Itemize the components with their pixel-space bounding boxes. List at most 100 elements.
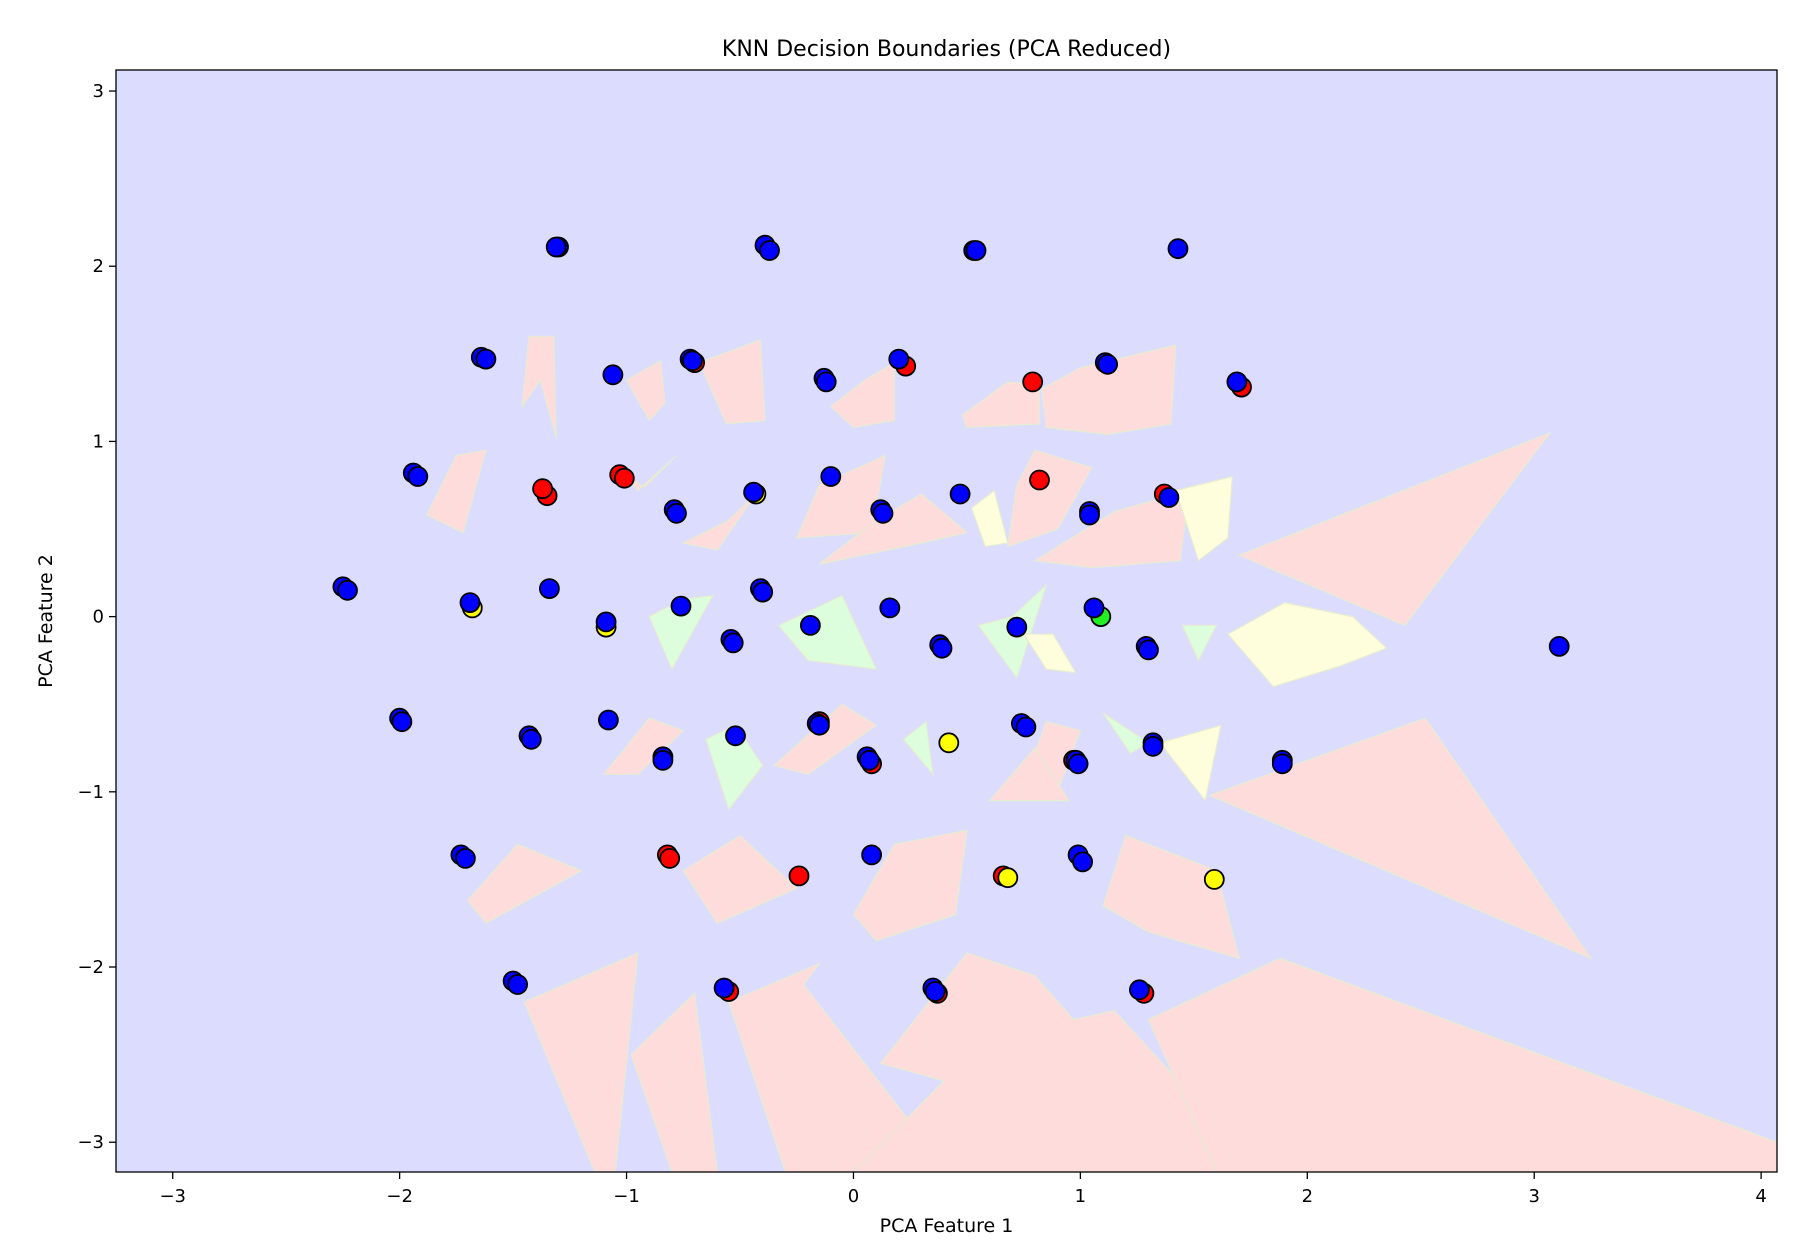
- x-tick-label: 1: [1075, 1186, 1086, 1207]
- data-point-blue: [1129, 979, 1150, 1001]
- data-point-blue: [759, 240, 780, 261]
- data-point-blue: [713, 977, 735, 999]
- decision-region-yellow: [1158, 724, 1222, 802]
- decision-region-red: [988, 747, 1071, 802]
- x-tick-label: 2: [1302, 1186, 1313, 1207]
- y-tick-label: −1: [77, 782, 104, 803]
- data-point-yellow: [997, 867, 1019, 889]
- decision-region-red: [829, 361, 895, 429]
- data-point-blue: [1067, 753, 1089, 775]
- x-tick-label: −3: [159, 1186, 186, 1207]
- data-point-blue: [545, 236, 567, 258]
- data-point-yellow: [938, 732, 960, 754]
- data-point-blue: [520, 728, 542, 750]
- data-point-blue: [743, 481, 764, 503]
- data-point-blue: [1548, 636, 1570, 657]
- x-tick-label: 0: [848, 1186, 859, 1207]
- decision-region-red: [1237, 431, 1552, 627]
- decision-region-green: [1102, 712, 1150, 755]
- data-points: [332, 234, 1570, 1004]
- y-tick-label: 0: [93, 607, 104, 628]
- data-point-blue: [858, 749, 880, 771]
- decision-region-red: [1041, 344, 1177, 436]
- decision-region-red: [625, 359, 666, 422]
- data-point-blue: [879, 597, 901, 619]
- x-tick-label: −2: [386, 1186, 413, 1207]
- data-point-blue: [652, 749, 674, 771]
- data-point-blue: [924, 981, 946, 1002]
- decision-region-yellow: [1022, 633, 1077, 674]
- data-point-blue: [1142, 735, 1164, 757]
- data-point-blue: [815, 371, 837, 393]
- data-point-blue: [722, 632, 744, 654]
- y-tick-label: −3: [77, 1132, 104, 1153]
- decision-region-red: [795, 454, 886, 539]
- data-point-red: [788, 865, 810, 887]
- data-point-blue: [888, 348, 910, 370]
- decision-region-red: [852, 952, 1263, 1172]
- decision-region-red: [698, 338, 766, 425]
- data-point-blue: [1006, 616, 1028, 638]
- data-point-blue: [1072, 851, 1093, 873]
- x-axis-label: PCA Feature 1: [880, 1215, 1014, 1237]
- data-point-blue: [337, 579, 358, 601]
- decision-region-red: [1102, 834, 1241, 960]
- data-point-blue: [507, 974, 528, 995]
- x-axis: −3 −2 −1 0 1 2 3 4: [159, 1172, 1767, 1207]
- data-point-blue: [820, 466, 842, 487]
- data-point-blue: [752, 581, 774, 603]
- data-point-red: [613, 467, 635, 489]
- decision-region-red: [626, 454, 677, 492]
- decision-region-red: [1033, 489, 1191, 569]
- decision-region-red: [819, 493, 969, 565]
- data-point-blue: [670, 595, 692, 617]
- data-point-blue: [391, 711, 413, 733]
- data-point-red: [1029, 469, 1050, 491]
- data-point-blue: [666, 502, 687, 524]
- x-tick-label: 3: [1528, 1186, 1539, 1207]
- decision-region-red: [523, 952, 639, 1172]
- decision-region-red: [602, 717, 685, 775]
- decision-regions: [426, 335, 1777, 1172]
- y-axis: −3 −2 −1 0 1 2 3: [77, 81, 116, 1153]
- data-point-blue: [475, 348, 497, 370]
- data-point-blue: [1083, 597, 1105, 619]
- data-point-blue: [1097, 353, 1118, 375]
- data-point-blue: [407, 466, 429, 487]
- data-point-blue: [725, 725, 746, 747]
- data-point-blue: [809, 714, 830, 736]
- data-point-blue: [931, 637, 953, 659]
- decision-region-green: [777, 594, 878, 670]
- data-point-blue: [872, 502, 894, 524]
- data-point-red: [659, 848, 681, 869]
- data-point-red: [532, 478, 553, 500]
- x-tick-label: −1: [613, 1186, 640, 1207]
- data-point-blue: [539, 578, 560, 599]
- data-point-blue: [1138, 639, 1159, 661]
- data-point-blue: [861, 844, 882, 866]
- decision-region-red: [682, 834, 798, 924]
- data-point-blue: [949, 483, 971, 505]
- data-point-blue: [454, 848, 476, 869]
- decision-region-yellow: [1226, 601, 1388, 688]
- decision-region-red: [426, 449, 487, 534]
- decision-region-red: [1208, 717, 1593, 960]
- data-point-red: [1022, 371, 1044, 393]
- decision-region-red: [961, 381, 1041, 429]
- plot-frame: [115, 69, 1778, 1173]
- data-point-yellow: [1203, 869, 1225, 890]
- data-point-blue: [1271, 753, 1293, 775]
- y-tick-label: 1: [93, 431, 104, 452]
- decision-region-yellow: [1174, 475, 1234, 562]
- decision-region-green: [1181, 624, 1218, 662]
- data-point-blue: [682, 350, 703, 372]
- data-point-blue: [965, 240, 987, 261]
- chart-title: KNN Decision Boundaries (PCA Reduced): [722, 37, 1171, 62]
- data-point-blue: [595, 611, 617, 633]
- data-point-blue: [1167, 238, 1189, 260]
- y-tick-label: 2: [93, 256, 104, 277]
- data-point-blue: [1015, 716, 1037, 738]
- x-tick-label: 4: [1755, 1186, 1766, 1207]
- decision-region-green: [902, 720, 934, 777]
- decision-region-red: [1147, 957, 1777, 1172]
